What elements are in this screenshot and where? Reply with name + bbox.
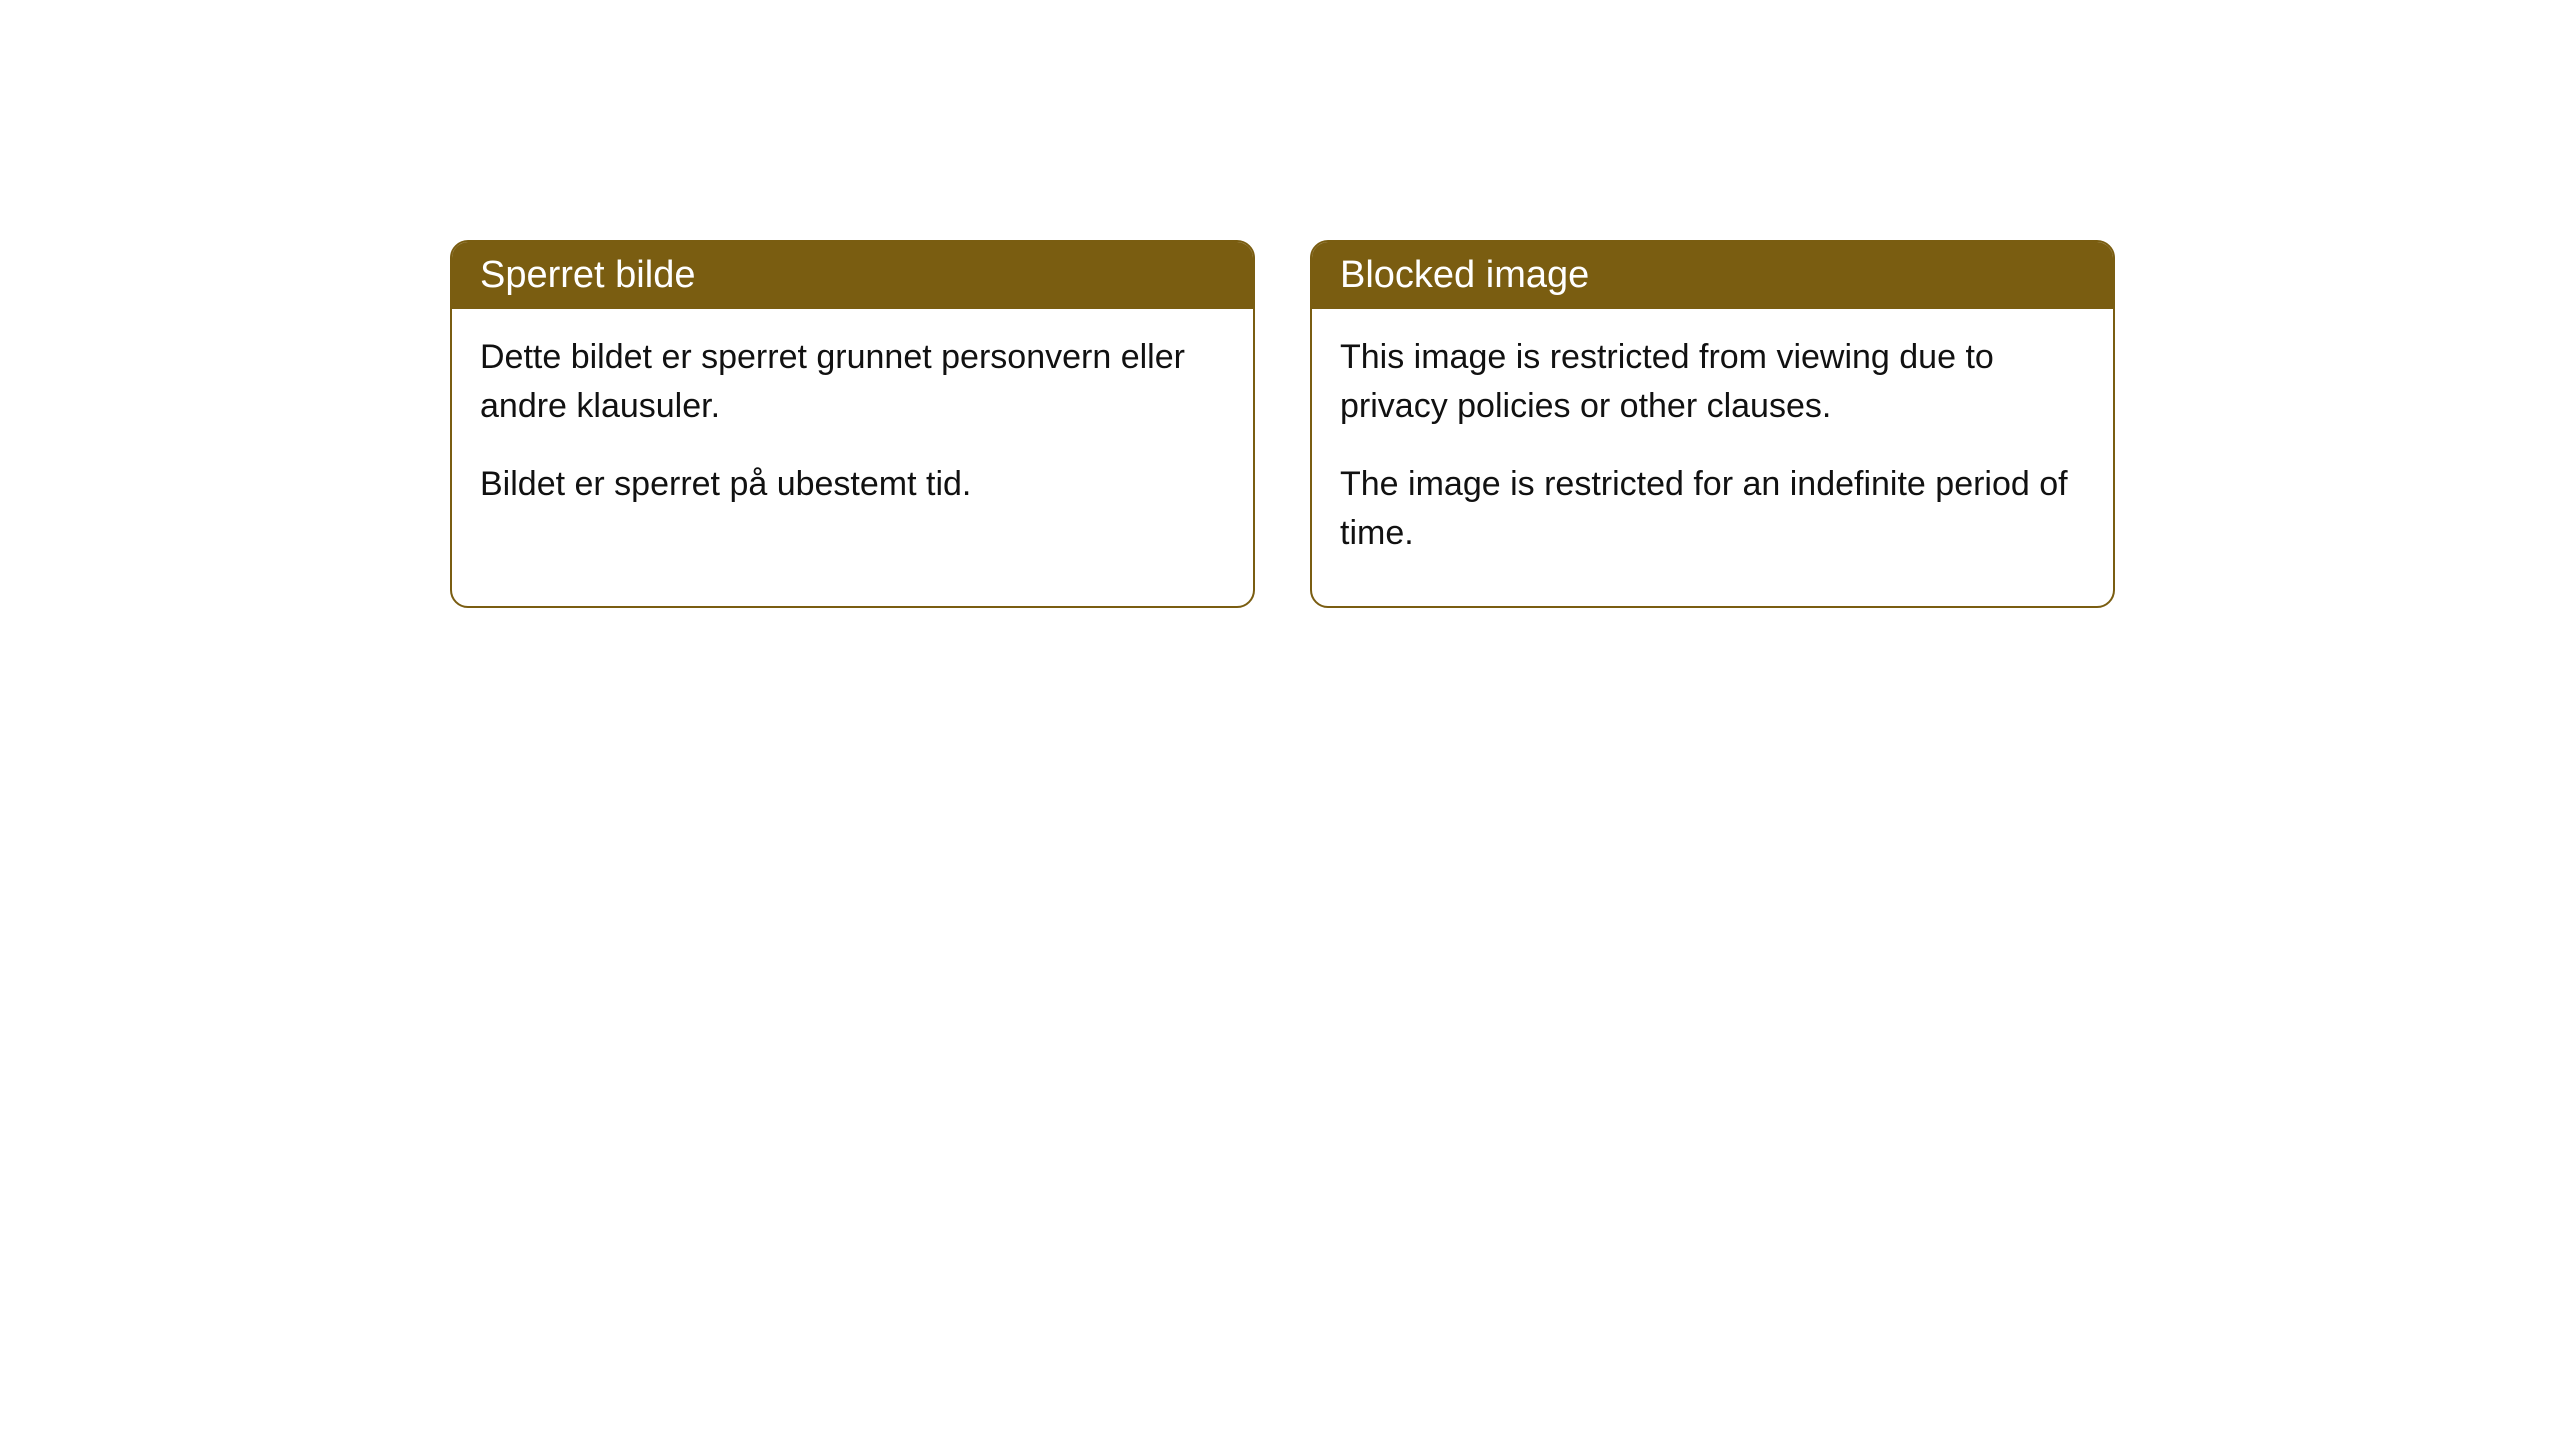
card-title: Sperret bilde: [480, 254, 695, 296]
card-title: Blocked image: [1340, 254, 1589, 296]
card-header-norwegian: Sperret bilde: [452, 242, 1253, 309]
blocked-image-card-english: Blocked image This image is restricted f…: [1310, 240, 2115, 608]
card-body-norwegian: Dette bildet er sperret grunnet personve…: [452, 309, 1253, 557]
card-paragraph-1: Dette bildet er sperret grunnet personve…: [480, 333, 1225, 432]
card-header-english: Blocked image: [1312, 242, 2113, 309]
card-paragraph-2: Bildet er sperret på ubestemt tid.: [480, 460, 1225, 509]
blocked-image-card-norwegian: Sperret bilde Dette bildet er sperret gr…: [450, 240, 1255, 608]
card-paragraph-1: This image is restricted from viewing du…: [1340, 333, 2085, 432]
card-paragraph-2: The image is restricted for an indefinit…: [1340, 460, 2085, 559]
card-body-english: This image is restricted from viewing du…: [1312, 309, 2113, 606]
cards-container: Sperret bilde Dette bildet er sperret gr…: [450, 240, 2115, 608]
